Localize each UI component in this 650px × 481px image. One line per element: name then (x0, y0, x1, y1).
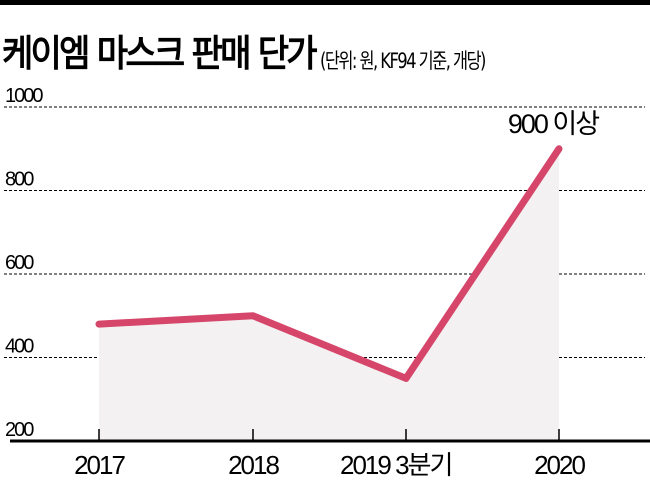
x-tick-label: 2020 (534, 450, 585, 480)
x-axis-ticks: 2017 2018 2019 3분기 2020 (74, 429, 587, 480)
x-tick-label: 2018 (228, 450, 279, 480)
y-tick-label: 200 (5, 419, 34, 441)
chart-title: 케이엠 마스크 판매 단가 (2, 32, 318, 75)
x-tick-label: 2017 (74, 450, 125, 480)
y-tick-label: 600 (5, 252, 34, 274)
chart-header: 케이엠 마스크 판매 단가 (단위: 원, KF94 기준, 개당) (2, 12, 531, 72)
y-tick-label: 800 (5, 169, 34, 191)
data-line (95, 145, 563, 382)
area-fill (99, 148, 559, 441)
y-axis-labels: 200 400 600 800 1000 (5, 85, 45, 441)
x-tick-label: 2019 3분기 (340, 450, 451, 480)
annotation-label: 900 이상 (508, 109, 599, 139)
y-tick-label: 1000 (5, 85, 43, 107)
top-rule (0, 0, 650, 5)
chart-subtitle: (단위: 원, KF94 기준, 개당) (320, 49, 486, 73)
y-tick-label: 400 (5, 336, 34, 358)
